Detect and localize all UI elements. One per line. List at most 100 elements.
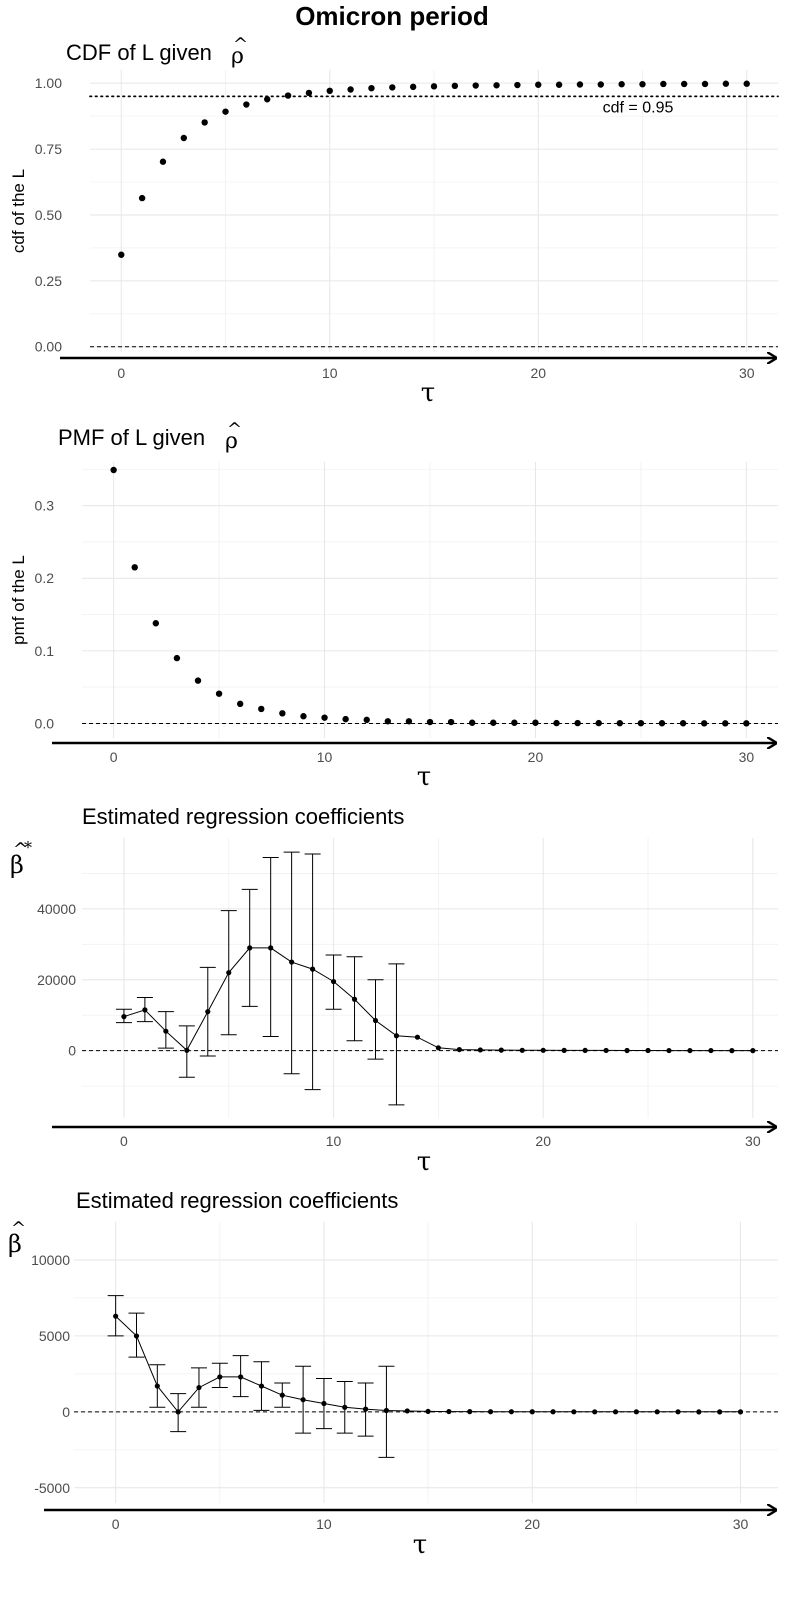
panel-title: CDF of L given <box>66 40 212 65</box>
data-point <box>384 718 392 725</box>
data-point <box>368 84 375 92</box>
data-point <box>326 87 333 95</box>
data-point <box>722 80 730 87</box>
data-point <box>612 1409 619 1415</box>
data-point <box>305 89 313 97</box>
data-point <box>268 945 274 951</box>
data-point <box>658 720 666 727</box>
data-point <box>121 1014 127 1020</box>
panel-3: 0 10 20 30 0 20000 40000 τ Estimated regression … <box>10 804 778 1177</box>
data-point <box>425 1408 431 1415</box>
y-tick-label: 0.00 <box>35 339 62 355</box>
data-point <box>142 1007 148 1013</box>
data-point <box>184 1047 190 1053</box>
x-tick-label: 10 <box>316 1516 332 1532</box>
data-point <box>616 719 624 727</box>
data-point <box>451 82 459 90</box>
y-tick-label: -5000 <box>34 1480 70 1496</box>
panel-title: PMF of L given <box>58 425 205 450</box>
data-point <box>468 719 476 726</box>
x-tick-label: 10 <box>317 749 333 765</box>
data-point <box>639 81 646 88</box>
data-point <box>405 718 413 725</box>
x-tick-label: 10 <box>322 365 338 381</box>
data-point <box>205 1009 211 1015</box>
data-point <box>540 1047 546 1053</box>
data-point <box>284 92 292 99</box>
data-point <box>529 1409 535 1415</box>
data-point <box>571 1409 577 1415</box>
data-point <box>258 705 265 713</box>
data-point <box>637 719 645 727</box>
rho-symbol: ρ <box>225 429 238 454</box>
data-point <box>743 720 750 727</box>
panel-4: 0 10 20 30 -5000 0 5000 10000 τ Estimated regress… <box>8 1188 778 1560</box>
panel-title: Estimated regression coefficients <box>76 1188 398 1213</box>
data-point <box>243 101 250 108</box>
data-point <box>173 654 181 662</box>
data-point <box>592 1409 598 1415</box>
data-point <box>113 1313 119 1319</box>
main-title: Omicron period <box>295 1 489 31</box>
data-point <box>138 194 146 202</box>
data-point <box>447 718 455 726</box>
data-point <box>679 720 687 727</box>
rho-symbol: ρ <box>231 44 244 69</box>
panel-title: Estimated regression coefficients <box>82 804 404 829</box>
data-point <box>597 81 604 88</box>
data-point <box>215 690 223 697</box>
data-point <box>743 80 750 87</box>
data-point <box>342 715 349 723</box>
data-point <box>717 1409 723 1415</box>
panel-2: 0 10 20 30 0.0 0.1 0.2 0.3 τ PMF of L given ρ^ pmf … <box>9 419 778 792</box>
x-axis-label: τ <box>417 762 431 792</box>
grid <box>82 462 778 738</box>
data-point <box>680 80 688 88</box>
data-point <box>561 1047 567 1053</box>
data-point <box>222 108 229 115</box>
panel-1: cdf = 0.95 0 10 20 30 0.00 0.25 0.50 0.75 1.00 τ CD… <box>9 34 779 408</box>
data-point <box>133 1333 140 1339</box>
data-point <box>435 1045 441 1051</box>
data-point <box>750 1048 756 1054</box>
y-tick-label: 0.75 <box>35 141 62 157</box>
data-point <box>574 719 581 727</box>
x-tick-label: 30 <box>745 1133 761 1149</box>
x-axis-label: τ <box>417 1147 431 1177</box>
data-point <box>236 700 244 708</box>
x-tick-label: 0 <box>120 1133 128 1149</box>
y-tick-label: 0 <box>68 1043 76 1059</box>
beta-star-superscript: * <box>24 838 32 857</box>
data-point <box>414 1034 421 1040</box>
data-point <box>624 1047 630 1054</box>
y-tick-label: 5000 <box>39 1328 70 1344</box>
data-point <box>264 96 271 103</box>
x-tick-label: 20 <box>524 1516 540 1532</box>
data-point <box>456 1046 462 1053</box>
data-point <box>477 1047 483 1053</box>
rho-hat-accent: ^ <box>227 419 242 440</box>
data-point <box>701 80 709 88</box>
data-point <box>576 81 584 88</box>
data-point <box>675 1409 681 1415</box>
y-tick-label: 0.0 <box>35 715 55 731</box>
data-point <box>550 1409 556 1415</box>
y-tick-label: 1.00 <box>35 75 62 91</box>
data-points <box>113 1313 744 1415</box>
data-point <box>342 1404 348 1410</box>
data-point <box>687 1047 693 1054</box>
x-tick-label: 20 <box>528 749 544 765</box>
grid <box>90 70 778 352</box>
data-point <box>582 1047 588 1054</box>
data-point <box>118 251 125 258</box>
data-point <box>163 1028 169 1034</box>
beta-hat-accent: ^ <box>13 839 28 860</box>
data-point <box>490 719 497 726</box>
beta-symbol: β <box>8 1230 22 1258</box>
x-tick-label: 20 <box>535 1133 551 1149</box>
data-point <box>180 134 188 142</box>
data-point <box>393 1033 400 1039</box>
x-tick-label: 30 <box>739 749 755 765</box>
y-tick-label: 0.50 <box>35 207 62 223</box>
